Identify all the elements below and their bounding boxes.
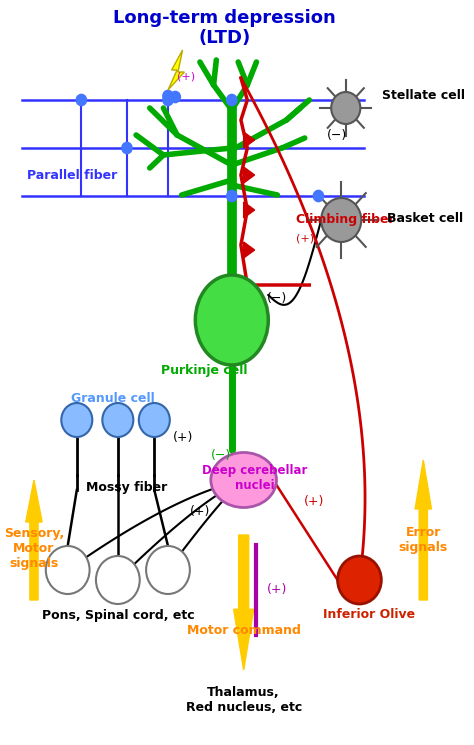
Circle shape <box>313 191 323 201</box>
Polygon shape <box>244 202 255 218</box>
Circle shape <box>46 546 90 594</box>
Circle shape <box>146 546 190 594</box>
Text: Thalamus,
Red nucleus, etc: Thalamus, Red nucleus, etc <box>185 686 302 714</box>
Text: Climbing fiber: Climbing fiber <box>296 214 394 226</box>
Text: Inferior Olive: Inferior Olive <box>322 609 415 621</box>
Text: (+): (+) <box>296 233 314 243</box>
Text: Parallel fiber: Parallel fiber <box>27 168 118 182</box>
Ellipse shape <box>211 452 276 507</box>
Text: Pons, Spinal cord, etc: Pons, Spinal cord, etc <box>42 609 194 621</box>
Circle shape <box>102 403 133 437</box>
Circle shape <box>76 95 86 106</box>
Circle shape <box>321 198 361 242</box>
Text: (+): (+) <box>304 495 324 509</box>
Text: (LTD): (LTD) <box>199 29 251 47</box>
Text: Deep cerebellar
nuclei: Deep cerebellar nuclei <box>202 464 307 492</box>
Circle shape <box>163 95 173 106</box>
Circle shape <box>227 191 237 201</box>
Circle shape <box>122 142 132 153</box>
Text: (+): (+) <box>190 506 210 519</box>
Text: (−): (−) <box>267 291 288 305</box>
Circle shape <box>96 556 140 604</box>
Circle shape <box>227 95 237 106</box>
Circle shape <box>163 90 173 101</box>
Text: Motor command: Motor command <box>187 624 301 636</box>
Polygon shape <box>26 480 42 600</box>
Polygon shape <box>415 460 431 600</box>
Text: Long-term depression: Long-term depression <box>113 9 336 27</box>
Text: Mossy fiber: Mossy fiber <box>86 481 168 493</box>
Text: Stellate cell: Stellate cell <box>382 89 465 101</box>
Circle shape <box>61 403 92 437</box>
Text: (−): (−) <box>327 128 347 142</box>
Polygon shape <box>244 132 255 148</box>
Text: (−): (−) <box>211 448 231 461</box>
Circle shape <box>337 556 382 604</box>
Text: Error
signals: Error signals <box>399 526 448 554</box>
Polygon shape <box>234 535 254 670</box>
Text: (+): (+) <box>177 71 195 81</box>
Circle shape <box>170 92 180 103</box>
Text: Sensory,
Motor
signals: Sensory, Motor signals <box>4 527 64 569</box>
Polygon shape <box>244 167 255 183</box>
Text: (+): (+) <box>267 583 288 597</box>
Ellipse shape <box>195 275 268 365</box>
Circle shape <box>139 403 170 437</box>
Polygon shape <box>168 50 184 90</box>
Text: Granule cell: Granule cell <box>72 392 155 405</box>
Text: Purkinje cell: Purkinje cell <box>161 364 248 376</box>
Circle shape <box>331 92 360 124</box>
Text: Basket cell: Basket cell <box>387 212 463 224</box>
Text: (+): (+) <box>173 431 194 445</box>
Polygon shape <box>244 242 255 258</box>
